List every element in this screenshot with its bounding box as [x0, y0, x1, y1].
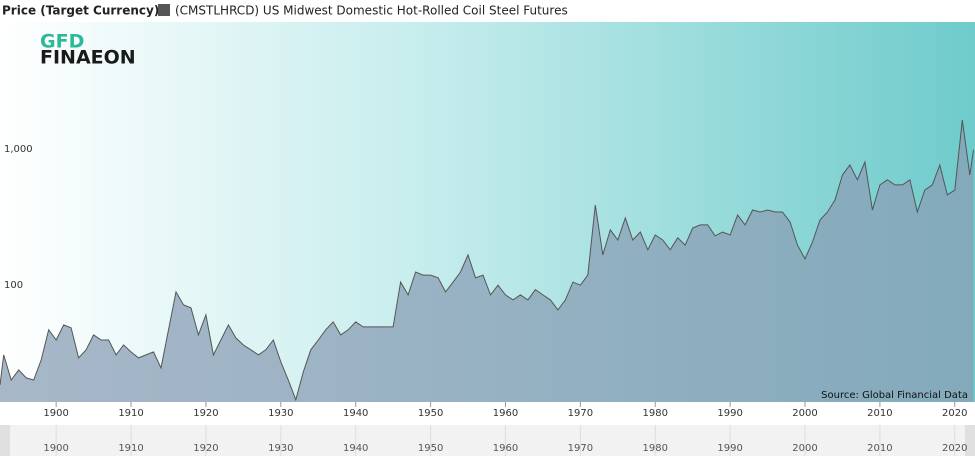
x-tick-label: 2000 [792, 408, 817, 419]
navigator-handle[interactable] [0, 425, 10, 456]
navigator-handle[interactable] [965, 425, 975, 456]
x-tick-label: 1950 [418, 408, 443, 419]
x-tick-label: 1920 [193, 408, 218, 419]
x-tick-label: 2010 [867, 408, 892, 419]
navigator-label: 1940 [343, 443, 368, 454]
x-tick-label: 1990 [717, 408, 742, 419]
x-tick-label: 2020 [942, 408, 967, 419]
logo: GFD [40, 31, 84, 53]
navigator-label: 1980 [643, 443, 668, 454]
line [0, 119, 974, 402]
x-tick-label: 1900 [43, 408, 68, 419]
x-tick-label: 1980 [643, 408, 668, 419]
logo: FINAEON [40, 47, 136, 69]
legend-swatch [158, 4, 170, 16]
navigator-label: 1950 [418, 443, 443, 454]
x-tick-label: 1970 [568, 408, 593, 419]
y-tick-label: 1,000 [4, 144, 33, 155]
navigator-label: 1920 [193, 443, 218, 454]
navigator-label: 2010 [867, 443, 892, 454]
navigator-label: 1900 [43, 443, 68, 454]
y-tick-label: 100 [4, 280, 23, 291]
x-tick-label: 1910 [118, 408, 143, 419]
legend-label: (CMSTLHRCD) US Midwest Domestic Hot-Roll… [175, 4, 568, 18]
navigator-label: 1960 [493, 443, 518, 454]
navigator-label: 2020 [942, 443, 967, 454]
legend-title: Price (Target Currency) [2, 4, 159, 18]
navigator [0, 425, 975, 456]
navigator-label: 1910 [118, 443, 143, 454]
x-tick-label: 1930 [268, 408, 293, 419]
x-tick-label: 1940 [343, 408, 368, 419]
navigator-label: 1990 [717, 443, 742, 454]
navigator-label: 1930 [268, 443, 293, 454]
x-tick-label: 1960 [493, 408, 518, 419]
navigator-label: 2000 [792, 443, 817, 454]
source: Source: Global Financial Data [821, 390, 968, 401]
area [0, 120, 974, 402]
navigator-label: 1970 [568, 443, 593, 454]
